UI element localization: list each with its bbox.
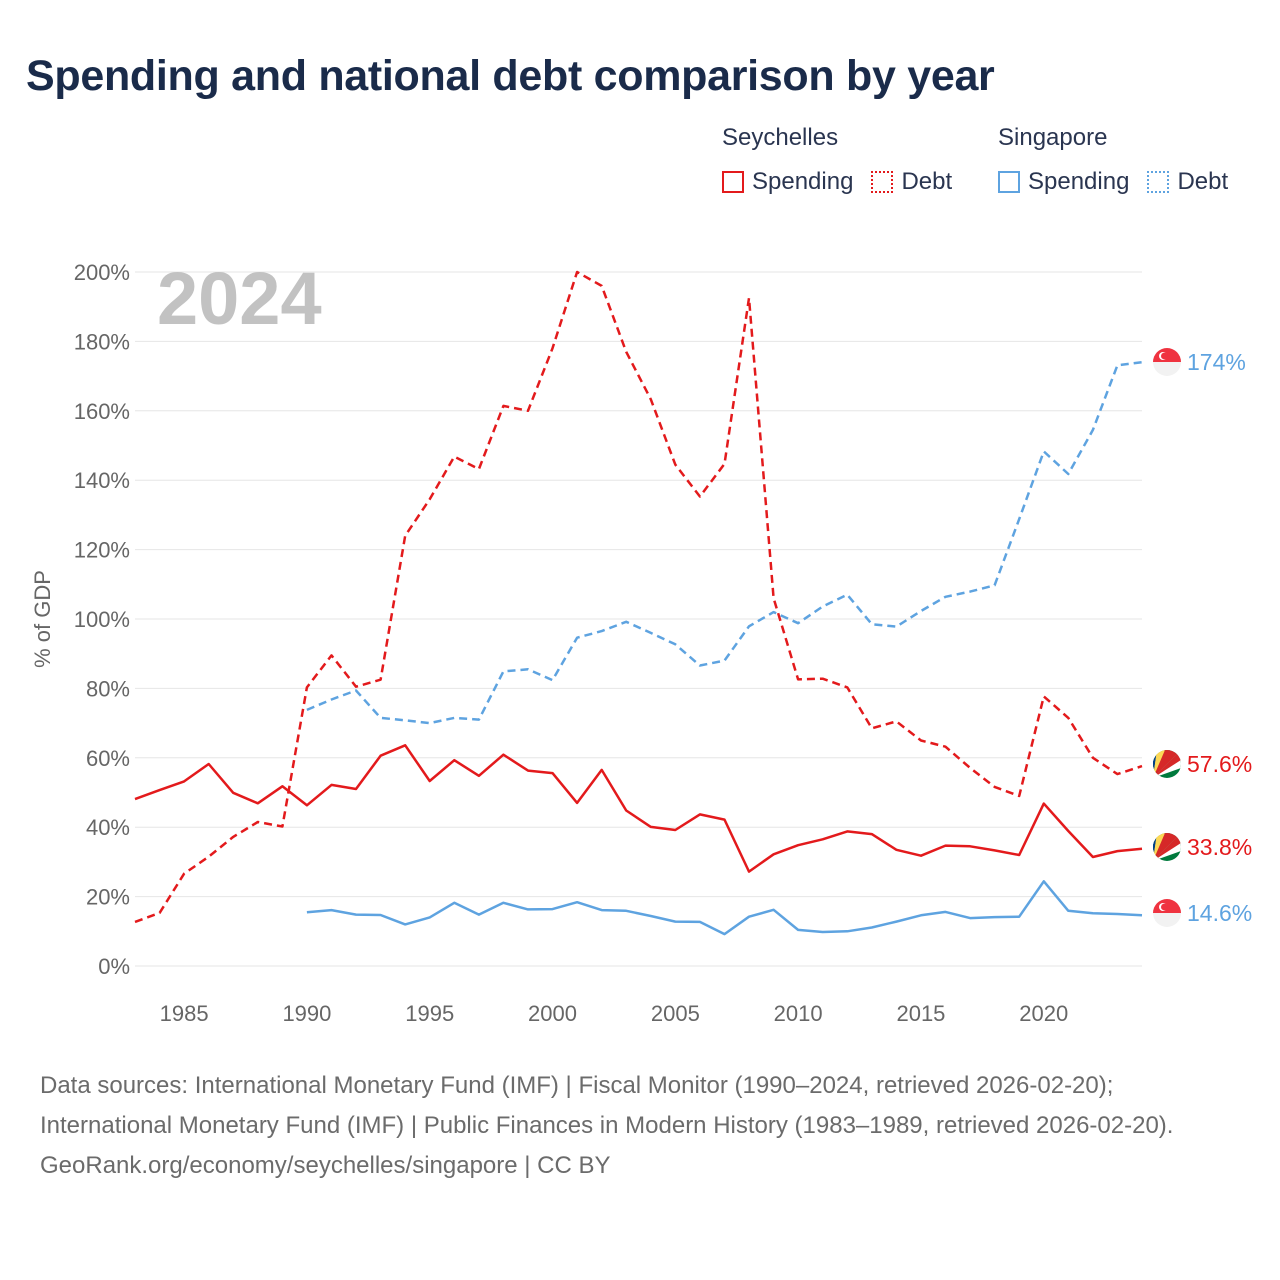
singapore-flag-icon [1153,899,1181,927]
x-tick-label: 2005 [651,1001,700,1026]
x-tick-label: 1995 [405,1001,454,1026]
y-tick-label: 140% [74,468,130,493]
legend-swatch-dotted [1147,171,1170,193]
end-value-label: 174% [1187,349,1246,375]
singapore-flag-icon [1153,348,1181,376]
series-line-seychelles-debt [134,270,1143,924]
legend-item-label: Spending [752,168,854,195]
footer: Data sources: International Monetary Fun… [40,1066,1240,1186]
legend-item-singapore-spending[interactable]: Spending [998,168,1129,196]
legend-item-seychelles-spending[interactable]: Spending [722,168,853,196]
chart-title: Spending and national debt comparison by… [26,52,995,100]
x-tick-label: 2000 [528,1001,577,1026]
y-tick-label: 20% [86,885,130,910]
series-line-singapore-spending [306,880,1143,936]
legend-item-singapore-debt[interactable]: Debt [1147,168,1228,196]
legend-item-seychelles-debt[interactable]: Debt [871,168,952,196]
seychelles-flag-icon [1153,750,1181,778]
series-line-singapore-debt [306,360,1143,725]
year-label: 2024 [157,257,322,340]
series-line-seychelles-spending [134,744,1143,873]
end-value-label: 14.6% [1187,900,1252,926]
credit-link[interactable]: GeoRank.org/economy/seychelles/singapore… [40,1152,611,1179]
data-source-note: Data sources: International Monetary Fun… [40,1072,1174,1139]
y-tick-label: 100% [74,607,130,632]
legend-group-title: Singapore [998,124,1108,151]
x-tick-label: 2020 [1019,1001,1068,1026]
x-tick-label: 2010 [774,1001,823,1026]
y-tick-label: 40% [86,815,130,840]
legend-item-label: Debt [1177,168,1229,195]
y-tick-label: 120% [74,538,130,563]
end-value-label: 33.8% [1187,834,1252,860]
y-tick-label: 200% [74,260,130,285]
end-value-label: 57.6% [1187,751,1252,777]
legend-swatch-solid [998,171,1020,193]
legend-group-title: Seychelles [722,124,839,151]
seychelles-flag-icon [1153,833,1181,861]
y-tick-label: 80% [86,676,130,701]
line-chart: 0% 20% 40% 60% 80% 100% 120% 140% 160% 180% 200% 19… [30,257,1252,1026]
y-tick-label: 180% [74,329,130,354]
x-tick-label: 2015 [896,1001,945,1026]
legend-item-label: Spending [1028,168,1130,195]
legend-group-singapore: Singapore Spending Debt [998,124,1228,196]
y-tick-label: 160% [74,399,130,424]
legend-swatch-dotted [871,171,894,193]
y-tick-label: 60% [86,746,130,771]
legend-swatch-solid [722,171,744,193]
x-tick-label: 1990 [282,1001,331,1026]
legend-group-seychelles: Seychelles Spending Debt [722,124,952,196]
x-tick-label: 1985 [160,1001,209,1026]
y-tick-label: 0% [98,954,130,979]
legend-item-label: Debt [901,168,953,195]
y-axis-title: % of GDP [30,570,55,668]
